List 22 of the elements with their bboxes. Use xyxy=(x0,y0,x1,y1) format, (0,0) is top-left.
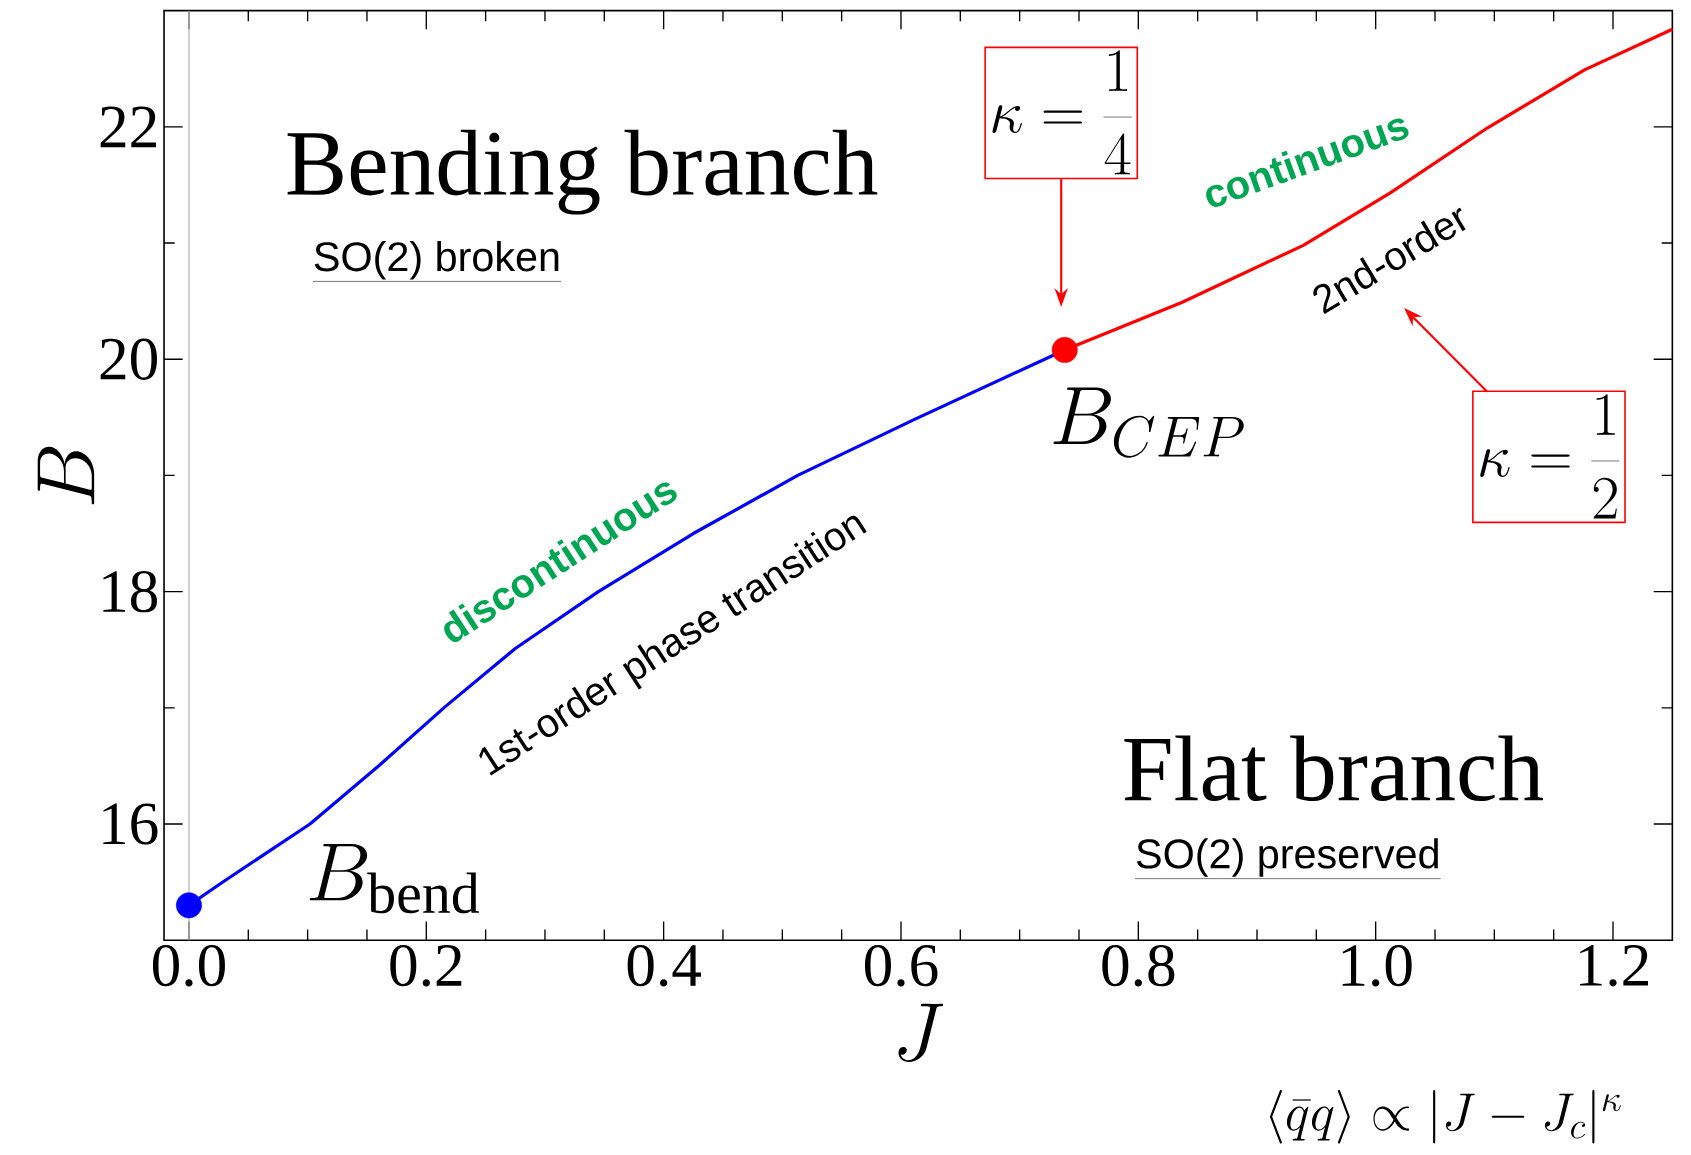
y-tick-label: 16 xyxy=(103,803,158,845)
text: $\langle \bar{q} q \rangle \propto |J - J_c|^{\kappa}$ xyxy=(1269,1090,1621,1144)
y-tick-label: 22 xyxy=(100,106,156,148)
annotation: SO(2) preserved xyxy=(1136,838,1438,877)
y-tick-label: 20 xyxy=(100,338,157,380)
annotation: $\kappa = \frac{1}{2}$ xyxy=(1480,394,1620,519)
annotation: Flat branch xyxy=(1124,735,1543,802)
annotation: $\kappa = \frac{1}{4}$ xyxy=(992,50,1132,175)
x-tick-label: 0.0 xyxy=(152,944,225,987)
x-tick-label: 0.8 xyxy=(1102,944,1175,987)
annotation: $B_{CEP}$ xyxy=(1053,387,1244,458)
x-tick-label: 0.2 xyxy=(390,944,462,987)
x-tick-label: 1.0 xyxy=(1342,944,1412,987)
annotation: Bending branch xyxy=(287,129,878,215)
annotation: SO(2) broken xyxy=(314,241,559,280)
x-tick-label: 1.2 xyxy=(1580,944,1648,987)
y-axis-title: $B$ xyxy=(37,446,95,505)
y-tick-label: 18 xyxy=(103,570,157,613)
x-axis-title: $J$ xyxy=(898,1003,944,1062)
annotation: $B_{\mathrm{bend}}$ xyxy=(309,843,480,914)
x-tick-label: 0.4 xyxy=(627,944,702,987)
x-tick-label: 0.6 xyxy=(864,944,938,987)
